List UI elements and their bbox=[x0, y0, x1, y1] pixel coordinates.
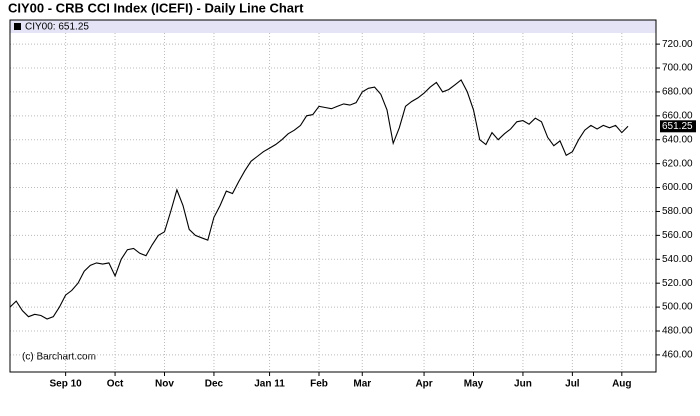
x-tick-label: Jan 11 bbox=[254, 379, 285, 390]
x-tick-label: Jul bbox=[565, 379, 580, 390]
legend-band bbox=[10, 20, 656, 33]
y-tick-label: 600.00 bbox=[662, 182, 693, 193]
y-tick-label: 580.00 bbox=[662, 206, 693, 217]
y-tick-label: 720.00 bbox=[662, 39, 693, 50]
y-tick-label: 540.00 bbox=[662, 254, 693, 265]
y-tick-label: 460.00 bbox=[662, 350, 693, 361]
last-value-box bbox=[660, 120, 696, 133]
y-tick-label: 560.00 bbox=[662, 230, 693, 241]
price-line bbox=[9, 79, 629, 320]
y-tick-label: 480.00 bbox=[662, 326, 693, 337]
last-value-label: 651.25 bbox=[662, 121, 693, 132]
y-tick-label: 640.00 bbox=[662, 134, 693, 145]
x-tick-label: May bbox=[464, 379, 484, 390]
y-tick-label: 500.00 bbox=[662, 302, 693, 313]
plot-frame bbox=[9, 19, 657, 373]
y-tick-label: 680.00 bbox=[662, 87, 693, 98]
chart-title: CIY00 - CRB CCI Index (ICEFI) - Daily Li… bbox=[8, 0, 304, 15]
y-tick-label: 660.00 bbox=[662, 110, 693, 121]
x-tick-label: Sep 10 bbox=[49, 379, 82, 390]
y-tick-label: 520.00 bbox=[662, 278, 693, 289]
x-tick-label: Apr bbox=[415, 379, 432, 390]
legend-label: CIY00: 651.25 bbox=[25, 22, 89, 33]
legend-swatch bbox=[14, 23, 21, 30]
watermark: (c) Barchart.com bbox=[22, 352, 96, 363]
x-tick-label: Dec bbox=[205, 379, 224, 390]
x-tick-label: Nov bbox=[155, 379, 174, 390]
x-tick-label: Mar bbox=[353, 379, 371, 390]
x-tick-label: Jun bbox=[514, 379, 532, 390]
x-tick-label: Aug bbox=[612, 379, 631, 390]
y-tick-label: 620.00 bbox=[662, 158, 693, 169]
x-tick-label: Feb bbox=[310, 379, 328, 390]
x-tick-label: Oct bbox=[107, 379, 124, 390]
y-tick-label: 700.00 bbox=[662, 63, 693, 74]
